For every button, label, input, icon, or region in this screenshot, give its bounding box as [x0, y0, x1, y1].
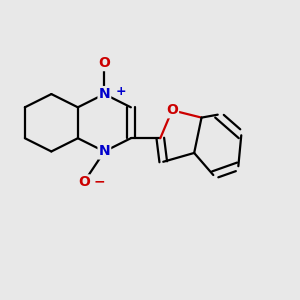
Text: O: O [166, 103, 178, 117]
Text: N: N [98, 87, 110, 101]
Text: N: N [98, 145, 110, 158]
Text: +: + [115, 85, 126, 98]
Text: O: O [78, 176, 90, 189]
Text: −: − [93, 174, 105, 188]
Text: O: O [98, 56, 110, 70]
